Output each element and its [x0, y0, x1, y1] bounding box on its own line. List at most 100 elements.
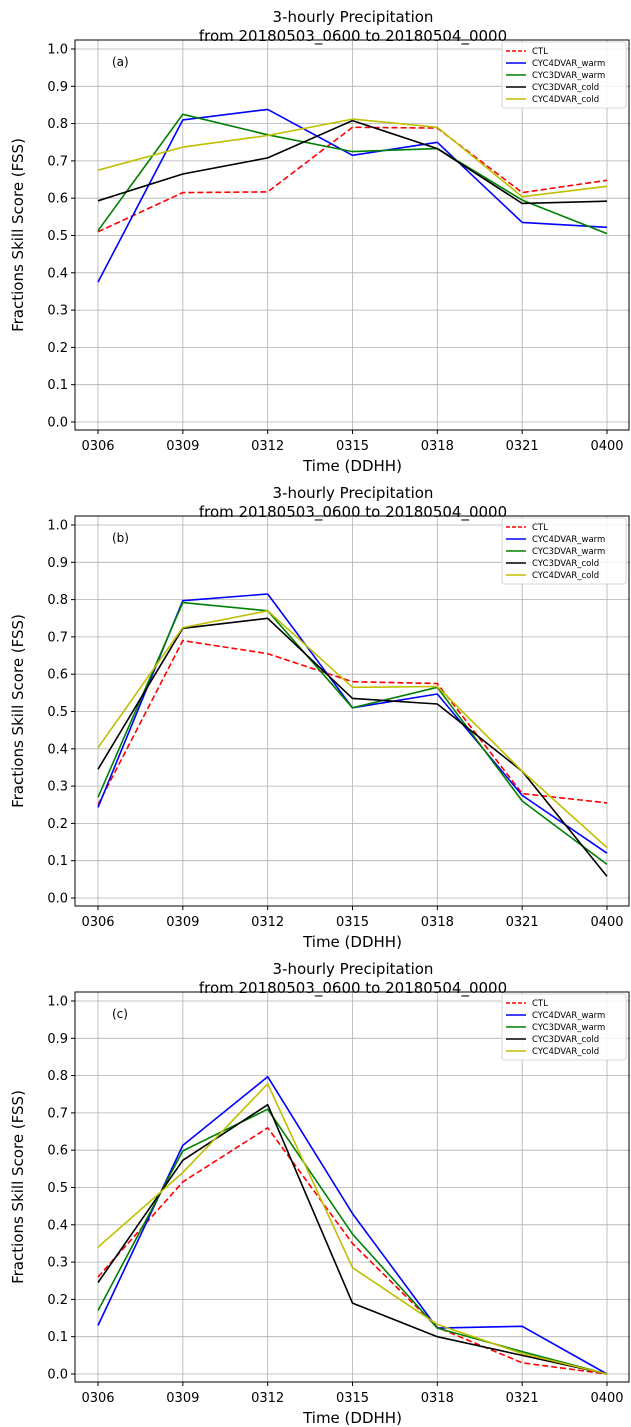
series-line-cyc3dvar-warm — [97, 601, 608, 866]
y-tick-label: 0.7 — [47, 1106, 68, 1121]
chart-subtitle: from 20180503_0600 to 20180504_0000 — [199, 27, 507, 46]
y-tick-label: 0.0 — [47, 1368, 68, 1383]
x-tick-label: 0321 — [506, 915, 539, 930]
legend-entry: CYC4DVAR_warm — [532, 535, 605, 545]
y-axis-label: Fractions Skill Score (FSS) — [9, 138, 27, 332]
x-tick-label: 0315 — [336, 439, 369, 454]
series-line-cyc4dvar-cold — [97, 610, 608, 849]
x-tick-label: 0306 — [81, 915, 114, 930]
y-tick-label: 0.3 — [47, 304, 68, 319]
y-tick-label: 0.4 — [47, 266, 68, 281]
legend-entry: CYC4DVAR_cold — [532, 95, 599, 105]
panel-label: (b) — [112, 531, 129, 545]
series-group — [97, 108, 608, 283]
y-tick-label: 0.0 — [47, 892, 68, 907]
series-line-ctl — [97, 126, 608, 233]
legend-entry: CYC4DVAR_warm — [532, 1011, 605, 1021]
x-tick-label: 0321 — [506, 1391, 539, 1406]
panel-label: (a) — [112, 55, 129, 69]
y-tick-label: 0.5 — [47, 229, 68, 244]
series-line-cyc4dvar-warm — [97, 1075, 608, 1375]
legend-entry: CYC3DVAR_warm — [532, 1023, 605, 1033]
legend-entry: CYC3DVAR_cold — [532, 1035, 599, 1045]
grid — [75, 40, 630, 430]
legend: CTL CYC4DVAR_warm CYC3DVAR_warm CYC3DVAR_co… — [501, 517, 627, 585]
legend-box — [501, 41, 627, 109]
legend-entry: CYC3DVAR_cold — [532, 559, 599, 569]
legend-entry: CYC3DVAR_cold — [532, 83, 599, 93]
y-tick-label: 0.4 — [47, 1218, 68, 1233]
y-tick-label: 0.1 — [47, 1330, 68, 1345]
y-tick-label: 0.2 — [47, 817, 68, 832]
y-tick-label: 0.9 — [47, 556, 68, 571]
y-tick-label: 1.0 — [47, 43, 68, 58]
panel-label: (c) — [112, 1007, 128, 1021]
y-tick-label: 0.1 — [47, 378, 68, 393]
legend-entry: CYC4DVAR_warm — [532, 59, 605, 69]
legend-entry: CYC3DVAR_warm — [532, 547, 605, 557]
x-tick-label: 0321 — [506, 439, 539, 454]
y-tick-label: 0.0 — [47, 416, 68, 431]
series-line-cyc4dvar-warm — [97, 108, 608, 283]
y-tick-label: 1.0 — [47, 995, 68, 1010]
y-tick-label: 0.6 — [47, 1144, 68, 1159]
series-line-ctl — [97, 639, 608, 806]
chart-title: 3-hourly Precipitation — [273, 8, 434, 26]
series-group — [97, 1075, 608, 1375]
legend-entry: CYC4DVAR_cold — [532, 571, 599, 581]
y-axis-label: Fractions Skill Score (FSS) — [9, 1090, 27, 1284]
y-tick-label: 0.8 — [47, 1069, 68, 1084]
x-tick-label: 0312 — [251, 1391, 284, 1406]
legend: CTL CYC4DVAR_warm CYC3DVAR_warm CYC3DVAR_co… — [501, 993, 627, 1061]
x-tick-label: 0315 — [336, 915, 369, 930]
x-tick-label: 0318 — [421, 439, 454, 454]
x-tick-label: 0312 — [251, 439, 284, 454]
chart-title: 3-hourly Precipitation — [273, 960, 434, 978]
series-line-cyc3dvar-cold — [97, 119, 608, 205]
y-tick-label: 0.1 — [47, 854, 68, 869]
legend-entry: CTL — [532, 523, 548, 533]
series-line-ctl — [97, 1127, 608, 1375]
chart-svg-b: 3-hourly Precipitation from 20180503_060… — [9, 484, 630, 951]
chart-panel-c: 3-hourly Precipitation from 20180503_060… — [0, 952, 631, 1427]
y-tick-label: 0.7 — [47, 154, 68, 169]
x-tick-label: 0309 — [166, 439, 199, 454]
x-axis-label: Time (DDHH) — [302, 1409, 402, 1427]
y-tick-label: 0.3 — [47, 780, 68, 795]
y-tick-label: 0.8 — [47, 117, 68, 132]
x-tick-label: 0306 — [81, 439, 114, 454]
grid — [75, 992, 630, 1382]
y-tick-label: 0.2 — [47, 341, 68, 356]
series-line-cyc3dvar-cold — [97, 1103, 608, 1375]
legend-entry: CYC3DVAR_warm — [532, 71, 605, 81]
x-tick-label: 0309 — [166, 1391, 199, 1406]
y-tick-label: 0.4 — [47, 742, 68, 757]
chart-subtitle: from 20180503_0600 to 20180504_0000 — [199, 503, 507, 522]
y-axis-label: Fractions Skill Score (FSS) — [9, 614, 27, 808]
chart-panel-a: 3-hourly Precipitation from 20180503_060… — [0, 0, 631, 475]
legend-entry: CTL — [532, 47, 548, 57]
y-tick-label: 0.6 — [47, 668, 68, 683]
y-tick-label: 0.9 — [47, 1032, 68, 1047]
series-line-cyc4dvar-cold — [97, 118, 608, 198]
y-tick-label: 0.8 — [47, 593, 68, 608]
x-axis-label: Time (DDHH) — [302, 933, 402, 951]
chart-svg-a: 3-hourly Precipitation from 20180503_060… — [9, 8, 630, 475]
series-line-cyc4dvar-cold — [97, 1083, 608, 1375]
chart-subtitle: from 20180503_0600 to 20180504_0000 — [199, 979, 507, 998]
y-tick-label: 0.3 — [47, 1256, 68, 1271]
x-tick-label: 0400 — [590, 915, 623, 930]
x-tick-label: 0318 — [421, 915, 454, 930]
legend-entry: CYC4DVAR_cold — [532, 1047, 599, 1057]
y-tick-label: 0.9 — [47, 80, 68, 95]
x-tick-label: 0312 — [251, 915, 284, 930]
legend-entry: CTL — [532, 999, 548, 1009]
x-tick-label: 0315 — [336, 1391, 369, 1406]
x-tick-label: 0400 — [590, 1391, 623, 1406]
y-tick-label: 0.2 — [47, 1293, 68, 1308]
chart-title: 3-hourly Precipitation — [273, 484, 434, 502]
legend-box — [501, 993, 627, 1061]
x-tick-label: 0318 — [421, 1391, 454, 1406]
y-tick-label: 0.6 — [47, 192, 68, 207]
